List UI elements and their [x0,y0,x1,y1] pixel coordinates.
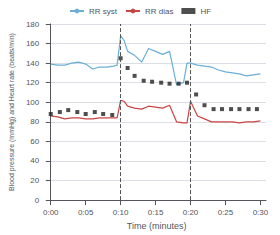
svg-text:0:15: 0:15 [148,208,164,217]
svg-text:HF: HF [200,7,211,16]
svg-text:60: 60 [30,137,39,146]
svg-text:100: 100 [26,98,40,107]
svg-text:Blood pressure (mmHg) and Hear: Blood pressure (mmHg) and Heart rate (be… [8,33,16,191]
svg-text:140: 140 [26,59,40,68]
svg-text:0: 0 [35,196,40,205]
svg-text:180: 180 [26,20,40,29]
svg-text:Time (minutes): Time (minutes) [127,221,187,231]
svg-text:80: 80 [30,117,39,126]
svg-text:RR syst: RR syst [89,7,118,16]
svg-text:RR dias: RR dias [145,7,173,16]
svg-text:0:25: 0:25 [218,208,234,217]
svg-text:0:05: 0:05 [78,208,94,217]
svg-text:40: 40 [30,156,39,165]
svg-text:120: 120 [26,78,40,87]
svg-text:160: 160 [26,39,40,48]
svg-text:0:20: 0:20 [183,208,199,217]
svg-text:0:00: 0:00 [43,208,59,217]
svg-text:20: 20 [30,176,39,185]
svg-text:0:10: 0:10 [113,208,129,217]
svg-text:0:30: 0:30 [253,208,269,217]
